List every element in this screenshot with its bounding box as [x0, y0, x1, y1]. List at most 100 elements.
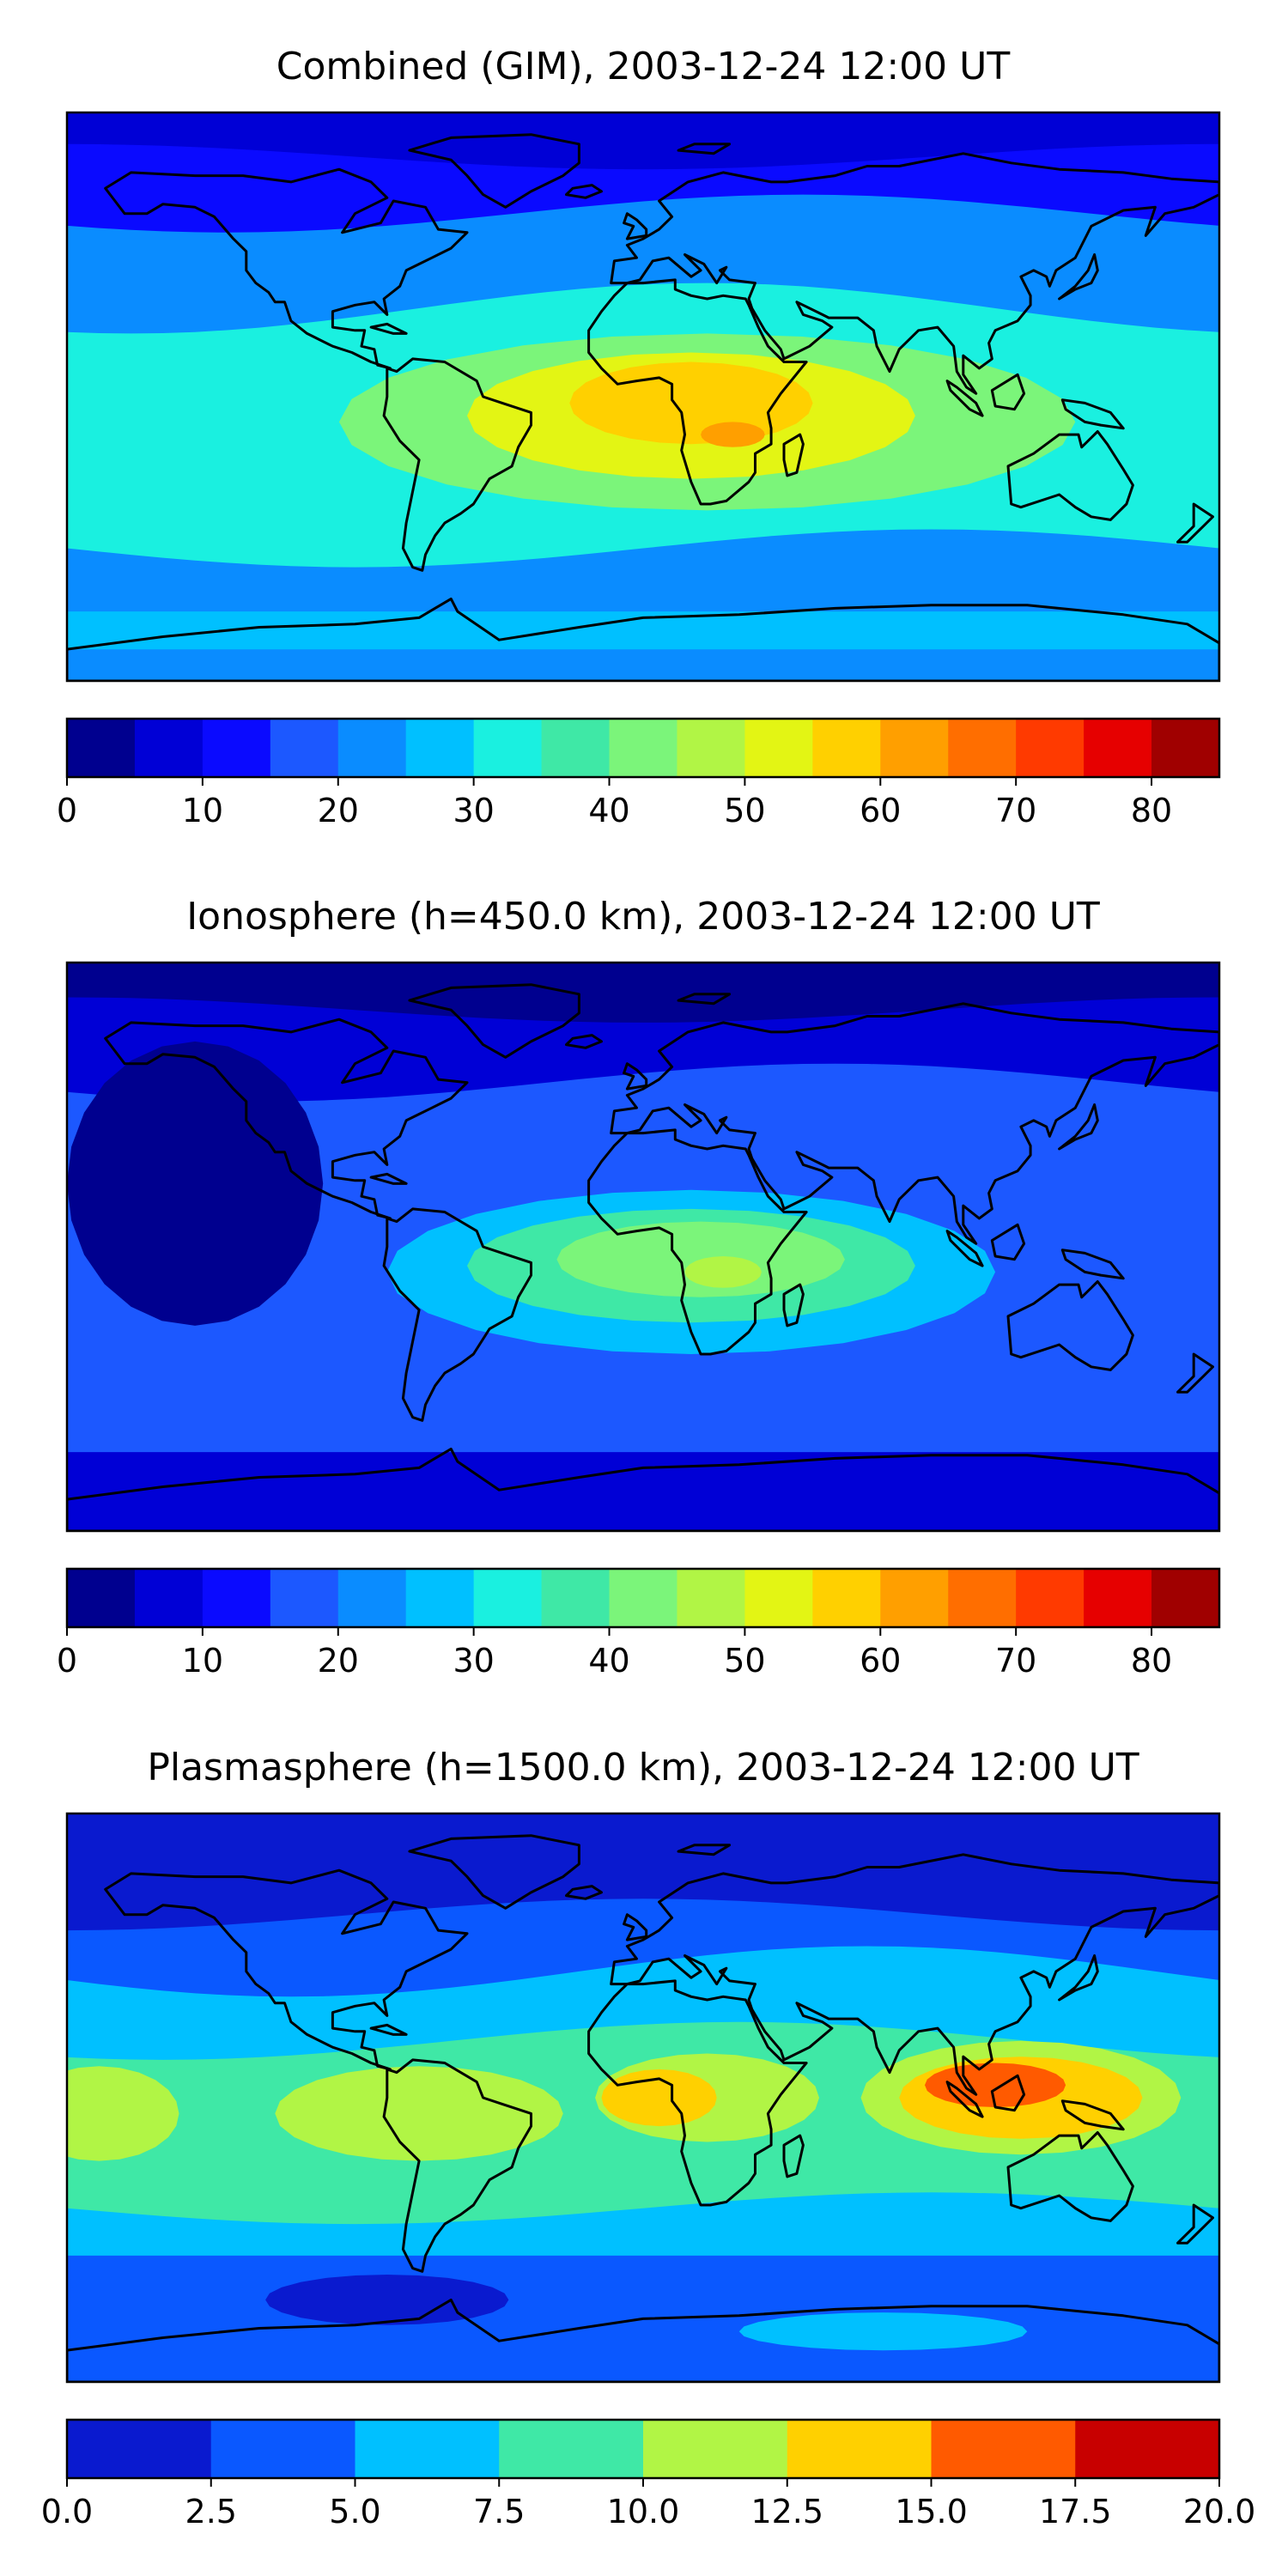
colorbar-segment [948, 1569, 1017, 1627]
colorbar-tick-label: 20.0 [1183, 2493, 1256, 2530]
coastline-africa [587, 278, 808, 506]
colorbar-tick-label: 50 [724, 792, 765, 829]
colorbar-segment [1151, 719, 1220, 777]
coastline-australia [1006, 430, 1134, 521]
coastline-greenland [408, 983, 580, 1059]
colorbar-segment [473, 719, 543, 777]
colorbar-segment [337, 1569, 407, 1627]
colorbar-segment [643, 2420, 788, 2478]
coastline-indonesia-sumatra [945, 1230, 984, 1267]
colorbar-segment [1016, 1569, 1084, 1627]
colorbar-segment [609, 719, 678, 777]
colorbar-tick-label: 17.5 [1039, 2493, 1112, 2530]
colorbar-segment [787, 2420, 933, 2478]
coastline-australia [1006, 2131, 1134, 2222]
colorbar-segment [541, 1569, 611, 1627]
colorbar-segment [202, 719, 271, 777]
colorbar-tick-label: 70 [995, 1642, 1036, 1680]
field-antarctic-coast [67, 611, 1219, 650]
chart-panel-2: Ionosphere (h=450.0 km), 2003-12-24 12:0… [57, 895, 1221, 1680]
colorbar-segment [948, 719, 1017, 777]
colorbar-frame [65, 1567, 1221, 1629]
coastline-eurasia [610, 1853, 1219, 2096]
colorbar-tick-label: 60 [860, 1642, 901, 1680]
coastline-africa [587, 1979, 808, 2207]
coastline-antarctica [67, 2298, 1219, 2382]
colorbar-tick-label: 0 [57, 1642, 77, 1680]
field-america-max [275, 2066, 563, 2161]
colorbar-segment [270, 1569, 339, 1627]
coastline-north-america [104, 167, 469, 370]
colorbar-tick-label: 40 [588, 1642, 629, 1680]
coastline-madagascar [782, 2134, 805, 2178]
colorbar-segment [355, 2420, 500, 2478]
colorbar-segment [1016, 719, 1084, 777]
colorbar-tick-label: 10.0 [607, 2493, 680, 2530]
colorbar-segment [202, 1569, 271, 1627]
map-frame [65, 111, 1221, 683]
field-pacific-low [67, 1041, 324, 1326]
coastline-iceland [565, 184, 603, 199]
field-pacific-max [67, 2066, 179, 2161]
colorbar-tick-label: 30 [453, 1642, 494, 1680]
colorbar-segment [677, 719, 746, 777]
coastline-south-america [382, 2058, 532, 2273]
coastline-north-america [104, 1868, 469, 2071]
colorbar-segment [134, 719, 204, 777]
colorbar-segment [1084, 1569, 1152, 1627]
coastline-south-america [382, 1207, 532, 1422]
field-arctic [67, 112, 1219, 170]
colorbar-segment [405, 1569, 475, 1627]
map-frame [65, 961, 1221, 1533]
coastline-cuba [369, 1172, 408, 1185]
colorbar-segment [67, 719, 136, 777]
colorbar-segment [473, 1569, 543, 1627]
coastline-madagascar [782, 433, 805, 477]
colorbar-segment [541, 719, 611, 777]
coastline-eurasia [610, 152, 1219, 395]
colorbar-tick-label: 80 [1131, 1642, 1172, 1680]
colorbar-segment [270, 719, 339, 777]
coastline-svalbard [677, 143, 732, 155]
field-asia-peak [925, 2063, 1066, 2107]
coastline-japan [1058, 1954, 1099, 2002]
colorbar-segment [880, 719, 949, 777]
coastlines [67, 1834, 1219, 2382]
colorbar-tick-label: 5.0 [329, 2493, 380, 2530]
colorbar-tick-label: 70 [995, 792, 1036, 829]
coastline-antarctica [67, 597, 1219, 681]
coastline-japan [1058, 253, 1099, 301]
coastline-africa [587, 1128, 808, 1356]
colorbar-segment [134, 1569, 204, 1627]
colorbar-segment [812, 1569, 881, 1627]
colorbar-tick-label: 10 [182, 1642, 223, 1680]
coastline-indonesia-borneo [990, 2074, 1026, 2112]
coastline-indonesia-borneo [990, 373, 1026, 411]
coastline-iceland [565, 1885, 603, 1900]
colorbar-segment [1075, 2420, 1220, 2478]
colorbar-segment [931, 2420, 1076, 2478]
coastline-new-guinea [1060, 1249, 1125, 1280]
coastline-indonesia-borneo [990, 1223, 1026, 1261]
colorbar-segment [1084, 719, 1152, 777]
coastline-antarctica [67, 1447, 1219, 1531]
colorbar-tick-label: 20 [318, 792, 359, 829]
coastline-greenland [408, 133, 580, 209]
coastline-greenland [408, 1834, 580, 1910]
colorbar-segment [67, 1569, 136, 1627]
colorbar-tick-label: 7.5 [473, 2493, 525, 2530]
coastline-new-zealand [1176, 1352, 1214, 1394]
colorbar-segment [210, 2420, 356, 2478]
colorbar-tick-label: 15.0 [895, 2493, 968, 2530]
coastline-iceland [565, 1034, 603, 1049]
colorbar-segment [744, 719, 813, 777]
coastline-new-zealand [1176, 502, 1214, 544]
colorbar-tick-label: 0.0 [41, 2493, 93, 2530]
colorbar-tick-label: 40 [588, 792, 629, 829]
colorbar-segment [744, 1569, 813, 1627]
colorbar-tick-label: 30 [453, 792, 494, 829]
colorbar: 0 10 20 30 40 50 60 70 80 [57, 717, 1221, 829]
coastline-uk [623, 212, 648, 240]
